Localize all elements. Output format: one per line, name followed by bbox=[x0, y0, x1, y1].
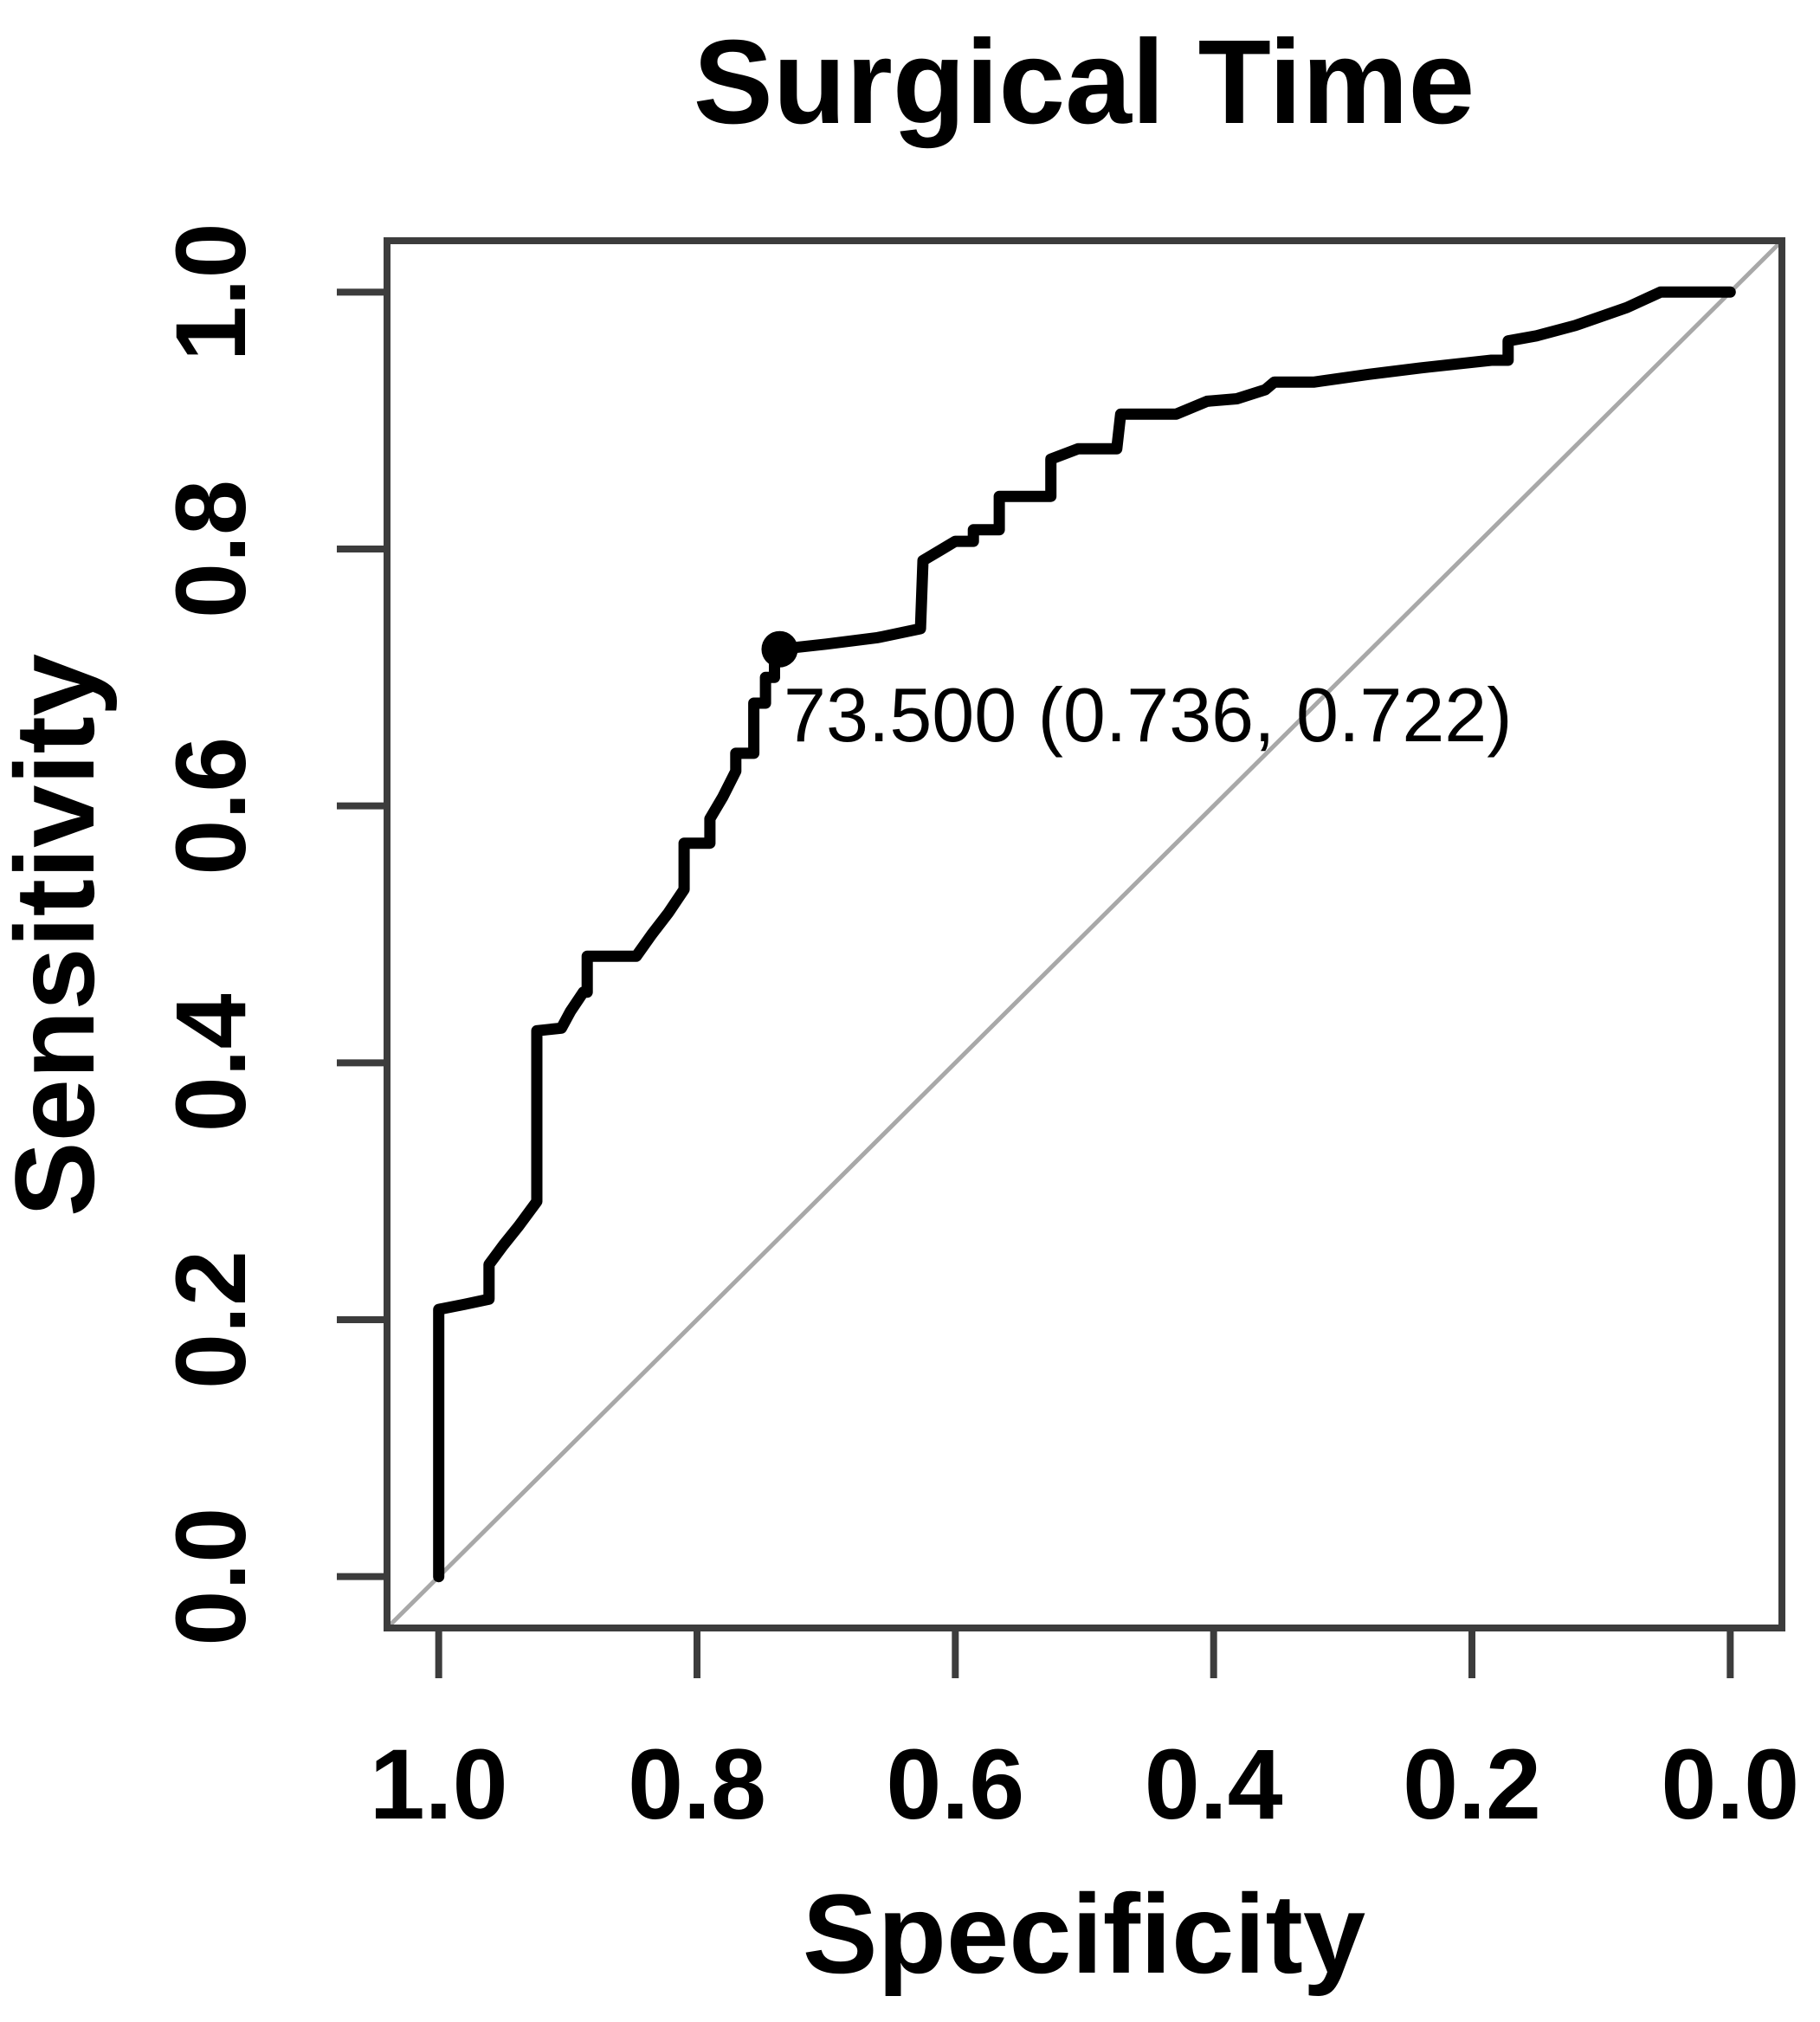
y-tick-label: 0.2 bbox=[156, 1250, 267, 1389]
threshold-annotation: 73.500 (0.736, 0.722) bbox=[784, 672, 1513, 758]
reference-diagonal-line bbox=[385, 239, 1784, 1630]
roc-curve bbox=[433, 286, 1736, 1583]
y-tick-label: 0.6 bbox=[156, 737, 267, 875]
y-axis-title: Sensitivity bbox=[0, 654, 118, 1217]
x-tick-label: 1.0 bbox=[370, 1729, 508, 1840]
x-tick-label: 0.0 bbox=[1661, 1729, 1799, 1840]
y-tick-label: 1.0 bbox=[156, 223, 267, 361]
x-tick-label: 0.6 bbox=[886, 1729, 1024, 1840]
x-axis-title: Specificity bbox=[803, 1870, 1365, 1997]
threshold-marker bbox=[761, 630, 798, 668]
x-tick-label: 0.4 bbox=[1145, 1729, 1283, 1840]
x-tick-label: 0.8 bbox=[628, 1729, 766, 1840]
x-tick-label: 0.2 bbox=[1403, 1729, 1541, 1840]
plot-box bbox=[384, 237, 1785, 1631]
chart-title: Surgical Time bbox=[694, 16, 1475, 149]
y-tick-label: 0.8 bbox=[156, 480, 267, 618]
y-tick-label: 0.0 bbox=[156, 1508, 267, 1646]
y-tick-label: 0.4 bbox=[156, 993, 267, 1132]
